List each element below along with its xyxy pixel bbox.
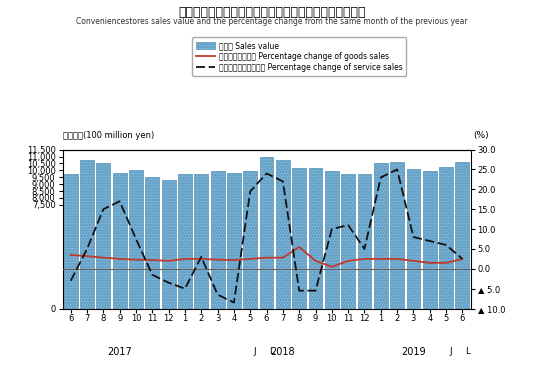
Bar: [194, 174, 208, 309]
Text: L: L: [465, 347, 470, 356]
Bar: [390, 162, 404, 309]
Bar: [276, 160, 290, 309]
Bar: [259, 157, 274, 309]
Text: 2018: 2018: [270, 347, 295, 358]
Bar: [455, 162, 469, 309]
Bar: [145, 177, 159, 309]
Bar: [357, 174, 372, 309]
Bar: [439, 167, 453, 309]
Bar: [292, 168, 306, 309]
Bar: [96, 163, 110, 309]
Text: (%): (%): [473, 131, 489, 140]
Text: 2017: 2017: [107, 347, 132, 358]
Bar: [80, 160, 94, 309]
Bar: [325, 171, 339, 309]
Bar: [227, 173, 241, 309]
Bar: [129, 170, 143, 309]
Text: L: L: [269, 347, 274, 356]
Bar: [64, 174, 78, 309]
Bar: [423, 171, 437, 309]
Text: Conveniencestores sales value and the percentage change from the same month of t: Conveniencestores sales value and the pe…: [76, 17, 468, 26]
Bar: [211, 171, 225, 309]
Bar: [341, 174, 355, 309]
Bar: [243, 171, 257, 309]
Text: 2019: 2019: [401, 347, 426, 358]
Legend: 販売額 Sales value, 商品販売額増減率 Percentage change of goods sales, サービス売上高増減率 Percentag: 販売額 Sales value, 商品販売額増減率 Percentage cha…: [192, 37, 406, 76]
Bar: [178, 174, 192, 309]
Bar: [406, 169, 421, 309]
Text: J: J: [450, 347, 452, 356]
Text: J: J: [254, 347, 256, 356]
Text: コンビニエンスストア販売額・前年同月比増減率の推移: コンビニエンスストア販売額・前年同月比増減率の推移: [178, 6, 366, 19]
Text: （億円）(100 million yen): （億円）(100 million yen): [63, 131, 154, 140]
Bar: [162, 180, 176, 309]
Bar: [308, 168, 323, 309]
Bar: [113, 173, 127, 309]
Bar: [374, 163, 388, 309]
